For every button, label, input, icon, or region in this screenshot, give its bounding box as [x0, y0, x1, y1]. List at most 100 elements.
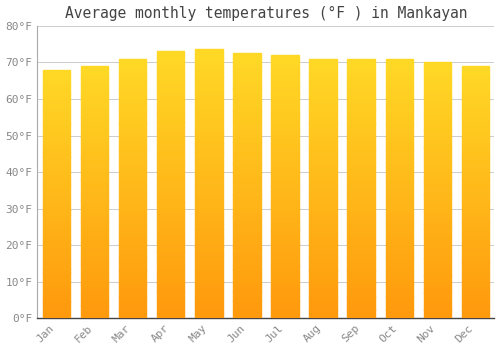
Bar — [386, 301, 413, 305]
Bar — [233, 225, 260, 230]
Bar — [310, 167, 337, 171]
Bar — [348, 210, 375, 215]
Bar — [119, 76, 146, 80]
Bar — [310, 119, 337, 124]
Bar — [157, 309, 184, 314]
Bar — [348, 245, 375, 249]
Bar — [81, 125, 108, 129]
Bar — [310, 309, 337, 314]
Bar — [386, 119, 413, 124]
Bar — [424, 96, 451, 101]
Bar — [310, 80, 337, 85]
Bar — [42, 169, 70, 173]
Bar — [348, 162, 375, 167]
Bar — [42, 301, 70, 306]
Bar — [195, 206, 222, 211]
Bar — [310, 115, 337, 119]
Bar — [272, 68, 298, 73]
Bar — [424, 267, 451, 271]
Bar — [233, 172, 260, 177]
Bar — [233, 84, 260, 89]
Bar — [310, 175, 337, 180]
Bar — [272, 173, 298, 178]
Bar — [386, 80, 413, 85]
Bar — [424, 284, 451, 288]
Bar — [42, 148, 70, 153]
Bar — [272, 234, 298, 239]
Bar — [310, 124, 337, 128]
Bar — [195, 81, 222, 85]
Bar — [272, 274, 298, 279]
Bar — [348, 111, 375, 115]
Bar — [195, 184, 222, 188]
Bar — [157, 56, 184, 60]
Bar — [195, 72, 222, 77]
Bar — [386, 249, 413, 253]
Bar — [42, 70, 70, 74]
Bar — [462, 95, 489, 100]
Bar — [42, 297, 70, 302]
Bar — [348, 249, 375, 253]
Bar — [462, 162, 489, 167]
Bar — [386, 111, 413, 115]
Bar — [386, 145, 413, 149]
Bar — [233, 243, 260, 247]
Bar — [119, 89, 146, 93]
Bar — [462, 183, 489, 188]
Bar — [233, 203, 260, 208]
Bar — [386, 58, 413, 63]
Bar — [42, 293, 70, 298]
Bar — [272, 178, 298, 182]
Bar — [424, 169, 451, 173]
Bar — [195, 175, 222, 180]
Bar — [157, 273, 184, 278]
Bar — [157, 265, 184, 269]
Bar — [462, 251, 489, 255]
Bar — [81, 246, 108, 251]
Bar — [348, 175, 375, 180]
Bar — [310, 76, 337, 80]
Bar — [462, 230, 489, 234]
Bar — [386, 210, 413, 215]
Bar — [195, 112, 222, 117]
Bar — [81, 200, 108, 205]
Bar — [157, 122, 184, 127]
Bar — [424, 275, 451, 280]
Bar — [195, 304, 222, 309]
Bar — [462, 70, 489, 75]
Bar — [42, 156, 70, 161]
Bar — [195, 90, 222, 95]
Bar — [233, 274, 260, 279]
Bar — [424, 314, 451, 318]
Bar — [81, 129, 108, 133]
Bar — [42, 210, 70, 215]
Bar — [195, 269, 222, 273]
Bar — [119, 145, 146, 149]
Bar — [424, 220, 451, 224]
Bar — [424, 190, 451, 195]
Bar — [462, 158, 489, 163]
Bar — [386, 102, 413, 106]
Bar — [272, 305, 298, 309]
Bar — [81, 95, 108, 100]
Bar — [272, 77, 298, 82]
Bar — [386, 141, 413, 145]
Bar — [195, 94, 222, 99]
Bar — [386, 314, 413, 318]
Bar — [424, 113, 451, 118]
Bar — [348, 218, 375, 223]
Bar — [272, 257, 298, 261]
Bar — [195, 287, 222, 291]
Bar — [42, 244, 70, 248]
Bar — [233, 300, 260, 305]
Bar — [81, 255, 108, 259]
Bar — [462, 66, 489, 70]
Bar — [462, 120, 489, 125]
Bar — [462, 213, 489, 217]
Bar — [424, 66, 451, 71]
Bar — [233, 97, 260, 102]
Bar — [195, 166, 222, 170]
Bar — [272, 94, 298, 99]
Bar — [81, 104, 108, 108]
Bar — [348, 132, 375, 136]
